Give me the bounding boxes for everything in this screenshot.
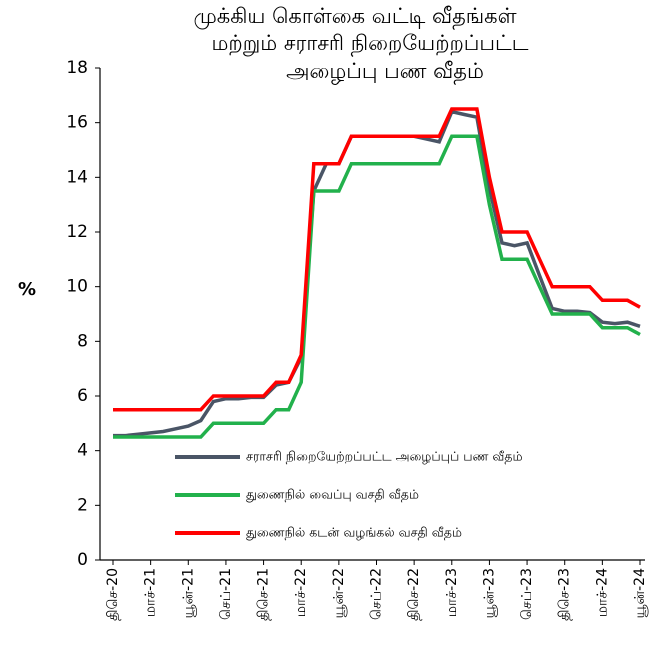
y-tick-label: 6	[77, 386, 88, 406]
chart-title: முக்கிய கொள்கை வட்டி வீதங்கள்	[193, 4, 516, 30]
series-line	[113, 134, 641, 439]
series-line	[113, 107, 641, 412]
x-tick-label: மாச்-23	[444, 568, 460, 617]
y-tick-label: 4	[77, 441, 88, 461]
chart-title: மற்றும் சராசரி நிறையேற்றப்பட்ட	[212, 31, 529, 57]
x-tick-label: மாச்-24	[594, 568, 610, 617]
y-tick-label: 0	[77, 550, 88, 570]
x-tick-label: செப்-22	[369, 568, 385, 620]
legend-label: துணைநில் கடன் வழங்கல் வசதி வீதம்	[246, 525, 462, 541]
y-tick-label: 14	[66, 167, 88, 187]
x-tick-label: செப்-21	[218, 568, 234, 620]
x-tick-label: யூன்-23	[481, 568, 497, 618]
y-tick-label: 10	[66, 277, 88, 297]
y-axis-label: %	[18, 279, 36, 300]
series-line	[113, 109, 641, 438]
y-tick-label: 8	[77, 331, 88, 351]
x-tick-label: யூன்-21	[180, 568, 196, 618]
x-tick-label: திசெ-20	[105, 568, 121, 621]
x-tick-label: யூன்-22	[331, 568, 347, 618]
x-tick-label: மாச்-22	[293, 568, 309, 617]
chart-title: அழைப்பு பண வீதம்	[286, 59, 484, 85]
x-tick-label: திசெ-21	[256, 568, 272, 621]
x-tick-label: மாச்-21	[143, 568, 159, 617]
legend-label: சராசரி நிறையேற்றப்பட்ட அழைப்புப் பண வீதம…	[246, 449, 523, 464]
y-tick-label: 18	[66, 58, 88, 78]
y-tick-label: 16	[66, 113, 88, 133]
legend-label: துணைநில் வைப்பு வசதி வீதம்	[246, 487, 419, 503]
x-tick-label: செப்-23	[519, 568, 535, 620]
y-tick-label: 12	[66, 222, 88, 242]
x-tick-label: யூன்-24	[632, 568, 648, 618]
x-tick-label: திசெ-22	[406, 568, 422, 621]
y-tick-label: 2	[77, 495, 88, 515]
x-tick-label: திசெ-23	[557, 568, 573, 621]
